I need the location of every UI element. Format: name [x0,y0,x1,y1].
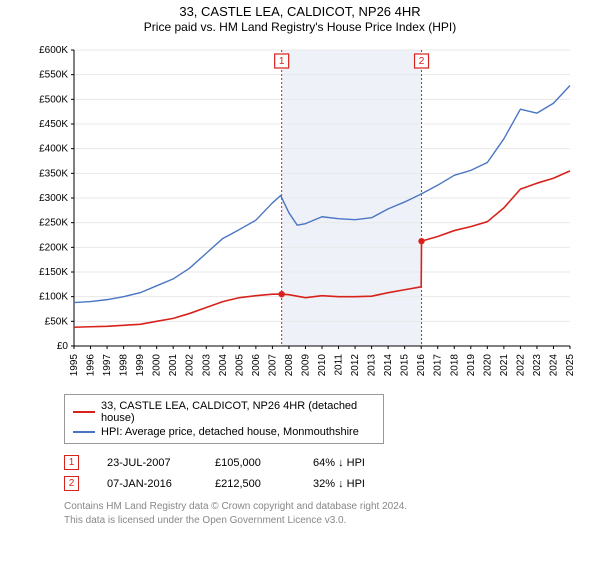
legend-swatch-property [73,411,95,413]
legend-swatch-hpi [73,431,95,433]
svg-text:£600K: £600K [39,45,68,56]
svg-text:2015: 2015 [400,354,411,377]
chart-area: £0 £50K £100K £150K £200K £250K £300K £350K £400… [20,40,580,390]
sale-price: £105,000 [215,457,285,469]
sale-diff: 32% ↓ HPI [313,478,403,490]
svg-text:£550K: £550K [39,70,68,81]
svg-text:£200K: £200K [39,242,68,253]
svg-text:1997: 1997 [102,354,113,377]
attribution-line: This data is licensed under the Open Gov… [64,514,564,528]
legend-label-property: 33, CASTLE LEA, CALDICOT, NP26 4HR (deta… [101,400,375,424]
sale-row: 1 23-JUL-2007 £105,000 64% ↓ HPI [64,452,564,473]
svg-text:£300K: £300K [39,193,68,204]
attribution-line: Contains HM Land Registry data © Crown c… [64,500,564,514]
sale-marker-icon: 2 [64,476,79,491]
svg-text:2018: 2018 [449,354,460,377]
svg-text:2025: 2025 [565,354,576,377]
svg-text:2024: 2024 [548,354,559,377]
svg-text:2007: 2007 [267,354,278,377]
svg-text:2004: 2004 [218,354,229,377]
legend-label-hpi: HPI: Average price, detached house, Monm… [101,426,359,438]
sale-date: 07-JAN-2016 [107,478,187,490]
svg-text:2009: 2009 [300,354,311,377]
svg-text:2011: 2011 [334,354,345,376]
sale-date: 23-JUL-2007 [107,457,187,469]
svg-text:2023: 2023 [532,354,543,377]
sales-table: 1 23-JUL-2007 £105,000 64% ↓ HPI 2 07-JA… [64,452,564,494]
svg-text:1999: 1999 [135,354,146,377]
svg-text:2014: 2014 [383,354,394,377]
svg-text:1996: 1996 [86,354,97,377]
svg-text:£400K: £400K [39,144,68,155]
legend-area: 33, CASTLE LEA, CALDICOT, NP26 4HR (deta… [30,394,570,494]
svg-text:1998: 1998 [119,354,130,377]
svg-text:£450K: £450K [39,119,68,130]
svg-text:2002: 2002 [185,354,196,377]
svg-text:2008: 2008 [284,354,295,377]
svg-text:2022: 2022 [515,354,526,377]
svg-text:2012: 2012 [350,354,361,377]
sale-marker-number: 1 [69,457,75,468]
svg-text:£100K: £100K [39,292,68,303]
root: 33, CASTLE LEA, CALDICOT, NP26 4HR Price… [0,4,600,564]
svg-text:£250K: £250K [39,218,68,229]
chart-title: 33, CASTLE LEA, CALDICOT, NP26 4HR [0,4,600,19]
svg-text:2013: 2013 [367,354,378,377]
line-chart: £0 £50K £100K £150K £200K £250K £300K £350K £400… [20,40,580,390]
svg-text:£500K: £500K [39,94,68,105]
svg-text:2017: 2017 [433,354,444,377]
svg-text:2: 2 [419,56,425,67]
svg-text:2000: 2000 [152,354,163,377]
svg-text:2003: 2003 [201,354,212,377]
svg-text:£350K: £350K [39,168,68,179]
sale-marker-number: 2 [69,478,75,489]
legend-row: HPI: Average price, detached house, Monm… [73,425,375,439]
svg-text:£50K: £50K [45,316,69,327]
svg-text:2019: 2019 [466,354,477,377]
svg-text:2016: 2016 [416,354,427,377]
svg-text:£0: £0 [57,341,69,352]
legend-row: 33, CASTLE LEA, CALDICOT, NP26 4HR (deta… [73,399,375,425]
sale-price: £212,500 [215,478,285,490]
svg-text:2005: 2005 [234,354,245,377]
sale-row: 2 07-JAN-2016 £212,500 32% ↓ HPI [64,473,564,494]
svg-text:1: 1 [279,56,285,67]
svg-text:2010: 2010 [317,354,328,377]
svg-text:2020: 2020 [482,354,493,377]
sale-marker-icon: 1 [64,455,79,470]
svg-text:2001: 2001 [168,354,179,377]
svg-text:2006: 2006 [251,354,262,377]
svg-text:2021: 2021 [499,354,510,377]
svg-text:1995: 1995 [69,354,80,377]
legend-box: 33, CASTLE LEA, CALDICOT, NP26 4HR (deta… [64,394,384,444]
chart-subtitle: Price paid vs. HM Land Registry's House … [0,20,600,34]
svg-text:£150K: £150K [39,267,68,278]
sale-diff: 64% ↓ HPI [313,457,403,469]
attribution: Contains HM Land Registry data © Crown c… [30,500,570,527]
